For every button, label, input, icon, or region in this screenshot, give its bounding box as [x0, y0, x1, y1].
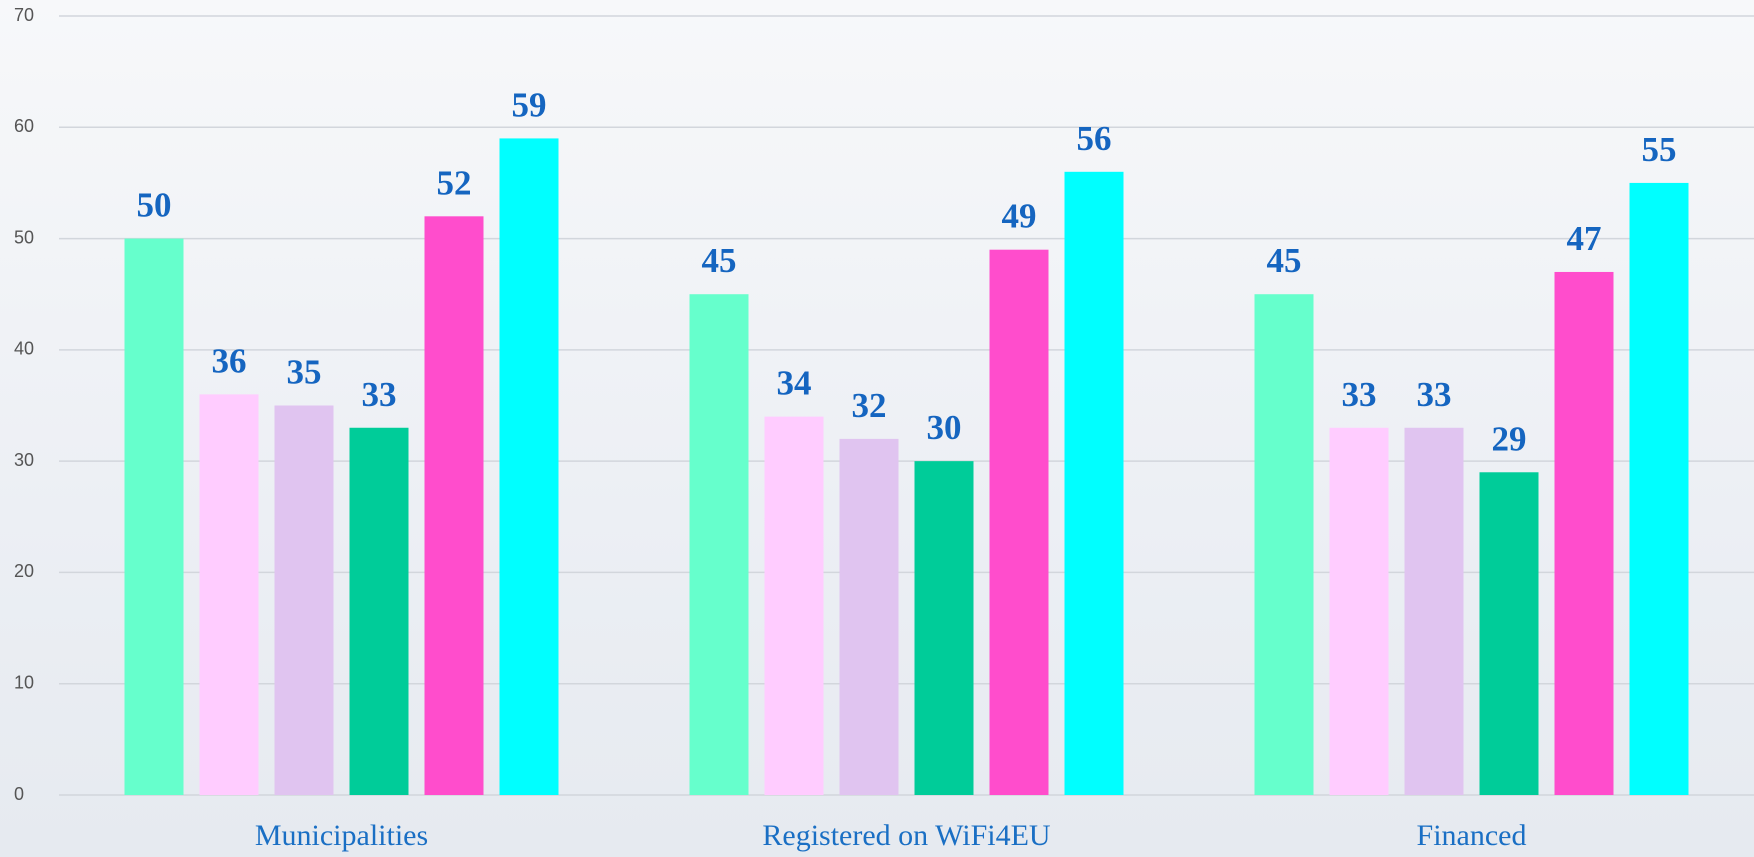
- page: {"chart_data": {"type": "bar", "categori…: [0, 0, 1754, 857]
- value-label: 32: [852, 386, 887, 425]
- y-tick-label: 20: [14, 561, 34, 581]
- y-tick-label: 40: [14, 339, 34, 359]
- bar: [1630, 183, 1689, 795]
- bar: [1330, 428, 1389, 795]
- bar: [765, 417, 824, 795]
- value-label: 33: [1417, 375, 1452, 414]
- bar: [840, 439, 899, 795]
- value-label: 36: [212, 341, 247, 380]
- bar: [1555, 272, 1614, 795]
- bar: [1255, 294, 1314, 795]
- value-label: 47: [1567, 219, 1602, 258]
- value-label: 45: [1267, 241, 1302, 280]
- chart: 0 10 20 30 40 50 60 70 Municipalities 50 36 35 33 52 5…: [0, 0, 1754, 857]
- y-tick-label: 0: [14, 784, 24, 804]
- value-label: 33: [362, 375, 397, 414]
- value-label: 50: [137, 186, 172, 225]
- y-tick-label: 10: [14, 672, 34, 692]
- x-tick-label: Financed: [1417, 819, 1527, 852]
- value-label: 56: [1077, 119, 1112, 158]
- value-label: 33: [1342, 375, 1377, 414]
- bar: [1480, 472, 1539, 795]
- bar: [1065, 172, 1124, 795]
- value-label: 52: [437, 163, 472, 202]
- value-label: 45: [702, 241, 737, 280]
- y-tick-label: 60: [14, 116, 34, 136]
- bar: [1405, 428, 1464, 795]
- value-label: 59: [512, 85, 547, 124]
- bar: [990, 250, 1049, 795]
- bar: [125, 239, 184, 795]
- bar: [500, 138, 559, 795]
- value-label: 30: [927, 408, 962, 447]
- x-tick-label: Registered on WiFi4EU: [762, 819, 1051, 852]
- value-label: 49: [1002, 197, 1037, 236]
- bar: [915, 461, 974, 795]
- y-tick-label: 30: [14, 450, 34, 470]
- value-label: 55: [1642, 130, 1677, 169]
- value-label: 34: [777, 364, 812, 403]
- value-label: 35: [287, 353, 322, 392]
- bar: [200, 394, 259, 795]
- y-tick-label: 70: [14, 5, 34, 25]
- x-tick-label: Municipalities: [255, 819, 428, 852]
- y-tick-label: 50: [14, 227, 34, 247]
- bar: [350, 428, 409, 795]
- bar: [275, 406, 334, 796]
- bar: [425, 216, 484, 795]
- value-label: 29: [1492, 419, 1527, 458]
- bar: [690, 294, 749, 795]
